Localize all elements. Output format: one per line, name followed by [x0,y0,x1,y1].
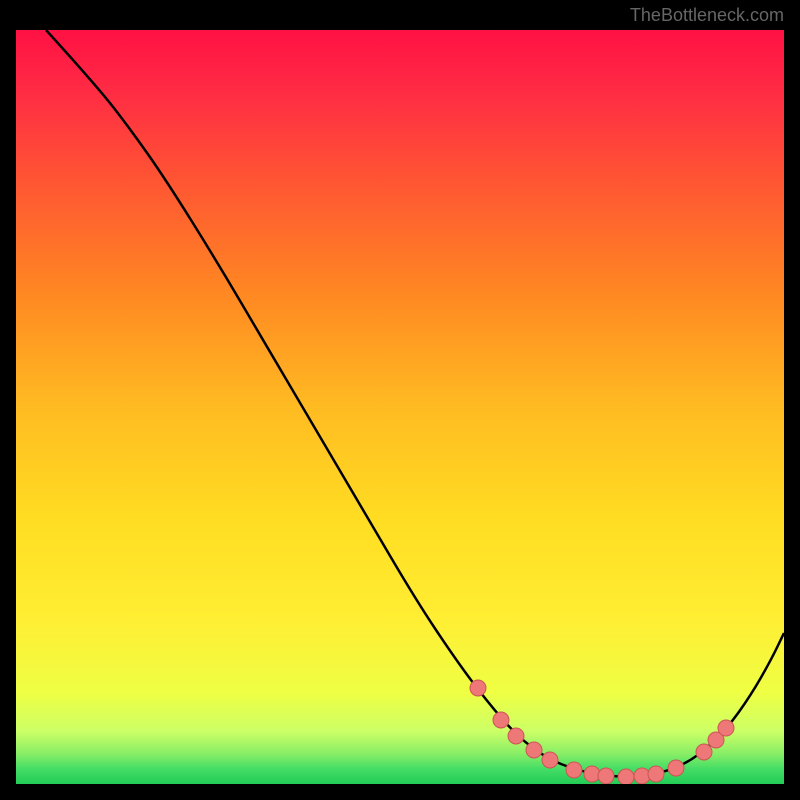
data-marker [493,712,509,728]
bottleneck-chart [16,30,784,784]
chart-container [16,30,784,784]
gradient-background [16,30,784,784]
data-marker [618,769,634,784]
data-marker [718,720,734,736]
data-marker [566,762,582,778]
data-marker [696,744,712,760]
data-marker [526,742,542,758]
data-marker [598,768,614,784]
data-marker [542,752,558,768]
data-marker [648,766,664,782]
data-marker [634,768,650,784]
data-marker [470,680,486,696]
data-marker [584,766,600,782]
watermark-text: TheBottleneck.com [630,5,784,26]
data-marker [668,760,684,776]
data-marker [508,728,524,744]
